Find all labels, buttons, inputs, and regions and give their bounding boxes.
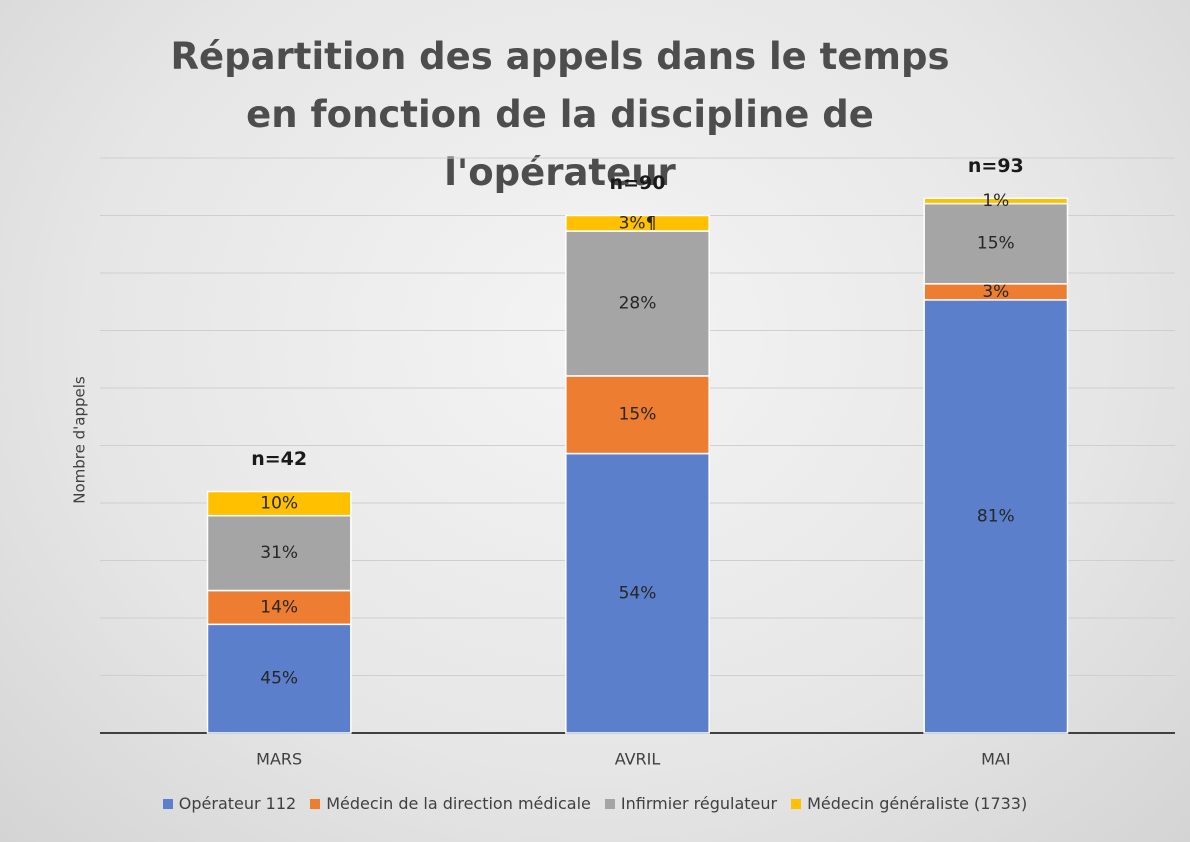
total-label: n=90 bbox=[610, 172, 666, 194]
total-label: n=42 bbox=[251, 448, 307, 470]
y-axis-label: Nombre d'appels bbox=[71, 376, 89, 504]
bar-segment bbox=[565, 452, 710, 734]
legend-item: Infirmier régulateur bbox=[604, 794, 778, 813]
data-label: 10% bbox=[260, 494, 298, 514]
bar-segment bbox=[923, 197, 1069, 205]
legend-swatch bbox=[310, 798, 321, 809]
bar-segment bbox=[206, 490, 352, 517]
bar-segment bbox=[565, 230, 710, 377]
data-label: 15% bbox=[619, 405, 657, 425]
data-label: 54% bbox=[619, 583, 657, 603]
bar-segment bbox=[206, 589, 352, 626]
data-label: 3%¶ bbox=[619, 213, 657, 233]
legend-swatch bbox=[604, 798, 615, 809]
legend-label: Médecin de la direction médicale bbox=[326, 794, 591, 813]
legend-item: Médecin de la direction médicale bbox=[310, 794, 591, 813]
data-label: 15% bbox=[977, 234, 1015, 254]
bar-segment bbox=[565, 375, 710, 455]
data-label: 3% bbox=[982, 282, 1009, 302]
legend-label: Médecin généraliste (1733) bbox=[807, 794, 1028, 813]
data-label: 1% bbox=[982, 191, 1009, 211]
legend-item: Opérateur 112 bbox=[162, 794, 297, 813]
x-tick-label: AVRIL bbox=[615, 750, 661, 769]
data-label: 31% bbox=[260, 543, 298, 563]
bar-segment bbox=[923, 202, 1069, 285]
total-label: n=93 bbox=[968, 155, 1024, 177]
bar-segment bbox=[923, 299, 1069, 734]
bar-segment bbox=[565, 214, 710, 232]
data-label: 14% bbox=[260, 597, 298, 617]
x-tick-label: MAI bbox=[981, 750, 1010, 769]
legend: Opérateur 112 Médecin de la direction méd… bbox=[0, 794, 1190, 813]
data-label: 45% bbox=[260, 669, 298, 689]
bar-segment bbox=[206, 623, 352, 734]
chart-title: Répartition des appels dans le temps en … bbox=[170, 35, 950, 194]
data-label: 81% bbox=[977, 506, 1015, 526]
x-tick-label: MARS bbox=[256, 750, 302, 769]
legend-item: Médecin généraliste (1733) bbox=[791, 794, 1027, 813]
legend-label: Opérateur 112 bbox=[178, 794, 297, 813]
legend-swatch bbox=[791, 798, 802, 809]
legend-label: Infirmier régulateur bbox=[620, 794, 778, 813]
data-label: 28% bbox=[619, 293, 657, 313]
legend-swatch bbox=[162, 798, 173, 809]
